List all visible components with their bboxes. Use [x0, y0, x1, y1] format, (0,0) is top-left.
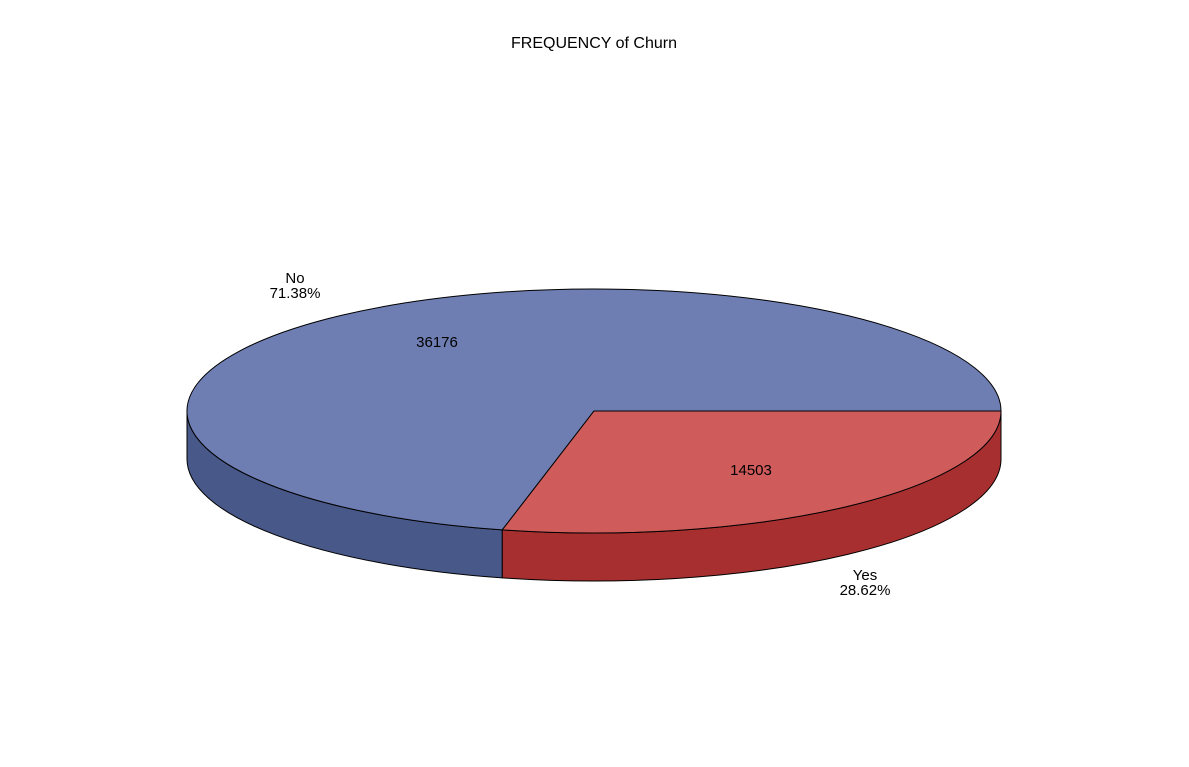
slice-no-category-label: No [285, 270, 304, 287]
slice-yes-value-label: 14503 [730, 462, 772, 479]
slice-yes-percent-label: 28.62% [840, 582, 891, 599]
slice-yes [501, 410, 1002, 534]
slice-yes-category-label: Yes [853, 567, 877, 584]
slice-no-percent-label: 71.38% [270, 285, 321, 302]
slice-no-value-label: 36176 [416, 334, 458, 351]
slice-no [186, 288, 1002, 531]
chart-title: FREQUENCY of Churn [511, 35, 677, 52]
